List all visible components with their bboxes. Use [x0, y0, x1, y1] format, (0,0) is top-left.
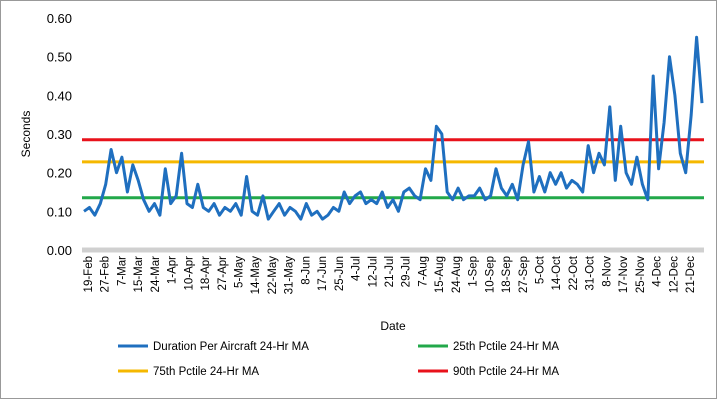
- x-tick-label: 22-Oct: [568, 255, 580, 290]
- x-tick-label: 24-Aug: [451, 256, 463, 293]
- x-tick-label: 5-May: [234, 256, 246, 288]
- y-tick-label: 0.30: [47, 127, 72, 142]
- x-tick-label: 4-Dec: [652, 256, 664, 287]
- legend-label: 75th Pctile 24-Hr MA: [153, 366, 259, 378]
- x-tick-label: 27-Apr: [217, 256, 229, 291]
- x-tick-label: 18-Apr: [200, 256, 212, 291]
- legend-label: 25th Pctile 24-Hr MA: [453, 341, 559, 353]
- y-tick-label: 0.40: [47, 88, 72, 103]
- x-tick-label: 14-May: [250, 256, 262, 295]
- x-tick-label: 12-Jul: [367, 256, 379, 287]
- x-tick-label: 8-Jun: [300, 256, 312, 285]
- x-tick-label: 4-Jul: [351, 256, 363, 281]
- x-tick-label: 10-Apr: [183, 256, 195, 291]
- x-tick-label: 25-Nov: [635, 256, 647, 293]
- x-tick-label: 21-Dec: [685, 256, 697, 293]
- x-tick-label: 5-Oct: [535, 255, 547, 284]
- x-tick-label: 7-Aug: [417, 256, 429, 287]
- legend-item: Duration Per Aircraft 24-Hr MA: [118, 341, 309, 353]
- x-tick-label: 12-Dec: [668, 256, 680, 293]
- series-line-duration: [83, 35, 704, 221]
- x-tick-label: 18-Sep: [501, 256, 513, 293]
- x-tick-label: 8-Nov: [601, 256, 613, 287]
- x-tick-label: 24-Mar: [150, 256, 162, 293]
- legend-label: Duration Per Aircraft 24-Hr MA: [153, 341, 309, 353]
- x-tick-label: 7-Mar: [116, 256, 128, 286]
- x-tick-label: 27-Feb: [100, 256, 112, 292]
- x-tick-label: 29-Jul: [401, 256, 413, 287]
- legend-label: 90th Pctile 24-Hr MA: [453, 366, 559, 378]
- x-tick-label: 19-Feb: [83, 256, 95, 292]
- x-tick-label: 31-May: [284, 256, 296, 295]
- y-tick-label: 0.20: [47, 166, 72, 181]
- y-tick-label: 0.10: [47, 204, 72, 219]
- x-axis-label: Date: [380, 319, 406, 333]
- x-tick-label: 22-May: [267, 256, 279, 295]
- legend-item: 90th Pctile 24-Hr MA: [418, 366, 559, 378]
- legend-item: 25th Pctile 24-Hr MA: [418, 341, 559, 353]
- x-tick-label: 25-Jun: [334, 256, 346, 291]
- x-tick-label: 17-Jun: [317, 256, 329, 291]
- x-tick-label: 15-Aug: [434, 256, 446, 293]
- x-tick-label: 21-Jul: [384, 256, 396, 287]
- legend-item: 75th Pctile 24-Hr MA: [118, 366, 259, 378]
- x-tick-label: 17-Nov: [618, 256, 630, 293]
- x-tick-label: 10-Sep: [484, 256, 496, 293]
- x-tick-label: 14-Oct: [551, 255, 563, 290]
- y-tick-label: 0.50: [47, 50, 72, 65]
- y-axis-label: Seconds: [19, 111, 33, 158]
- x-tick-label: 1-Apr: [167, 256, 179, 284]
- y-tick-label: 0.00: [47, 243, 72, 258]
- x-tick-label: 1-Sep: [468, 256, 480, 287]
- y-tick-label: 0.60: [47, 11, 72, 26]
- x-tick-label: 31-Oct: [585, 255, 597, 290]
- x-tick-label: 27-Sep: [518, 256, 530, 293]
- x-tick-label: 15-Mar: [133, 256, 145, 293]
